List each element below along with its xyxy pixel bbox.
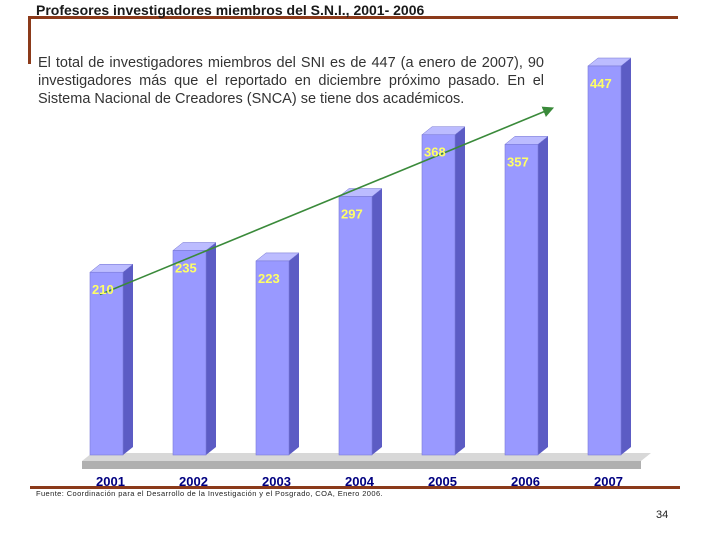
category-label-2001: 2001 [96, 474, 125, 489]
bar-2002 [172, 250, 207, 456]
data-label-2004: 297 [341, 207, 363, 222]
bar-side-2006 [538, 136, 548, 455]
bar-side-2005 [455, 126, 465, 455]
category-label-2006: 2006 [511, 474, 540, 489]
bar-2007 [587, 65, 622, 456]
bar-2003 [255, 260, 290, 456]
slide-title: Profesores investigadores miembros del S… [36, 2, 425, 18]
data-label-2003: 223 [258, 271, 280, 286]
frame-left-rule [28, 16, 31, 64]
category-label-2002: 2002 [179, 474, 208, 489]
trend-line [99, 106, 555, 296]
slide-description: El total de investigadores miembros del … [38, 55, 544, 107]
bar-side-2001 [123, 264, 133, 455]
bar-2005 [421, 134, 456, 456]
data-label-2001: 210 [92, 282, 114, 297]
bar-side-2004 [372, 188, 382, 455]
category-label-2005: 2005 [428, 474, 457, 489]
data-label-2002: 235 [175, 260, 197, 275]
page-number: 34 [656, 509, 669, 521]
bar-side-2003 [289, 252, 299, 455]
bar-side-2002 [206, 242, 216, 455]
data-label-2007: 447 [590, 76, 612, 91]
frame-bottom-rule [30, 486, 680, 489]
frame-top-rule [30, 16, 678, 19]
chart-floor-front [82, 461, 641, 469]
category-label-2007: 2007 [594, 474, 623, 489]
data-label-2006: 357 [507, 154, 529, 169]
category-label-2003: 2003 [262, 474, 291, 489]
bar-2001 [89, 271, 124, 456]
bar-2004 [338, 196, 373, 456]
category-label-2004: 2004 [345, 474, 375, 489]
bar-side-2007 [621, 58, 631, 455]
data-label-2005: 368 [424, 145, 446, 160]
source-note: Fuente: Coordinación para el Desarrollo … [36, 489, 383, 498]
bar-2006 [504, 144, 539, 456]
